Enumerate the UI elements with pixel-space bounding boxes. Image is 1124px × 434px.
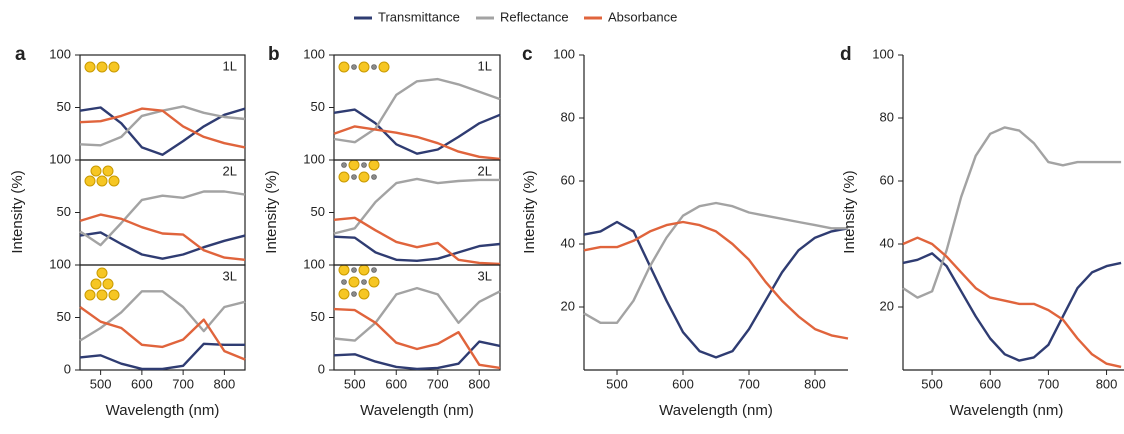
spectrum-line (583, 220, 849, 359)
y-tick-label: 100 (49, 256, 71, 271)
layer-label: 1L (478, 58, 492, 73)
spectrum-line (902, 236, 1122, 369)
spectrum-line (79, 105, 246, 147)
spectrum-line (333, 286, 501, 342)
spectrum-line (333, 177, 500, 235)
legend-label: Absorbance (608, 9, 677, 24)
x-tick-label: 600 (385, 376, 407, 391)
spectrum-line (79, 213, 246, 261)
y-axis-title: Intensity (%) (841, 170, 858, 253)
spectrum-line (79, 231, 246, 260)
layer-label: 1L (223, 58, 237, 73)
spectrum-line (333, 235, 501, 262)
y-tick-label: 50 (311, 99, 325, 114)
x-tick-label: 500 (606, 376, 628, 391)
y-tick-label: 60 (561, 172, 575, 187)
x-axis-title: Wavelength (nm) (360, 402, 474, 419)
spectrum-line (583, 220, 849, 340)
layer-label: 3L (478, 268, 492, 283)
legend-label: Reflectance (500, 9, 569, 24)
x-tick-label: 700 (738, 376, 760, 391)
panel-letter: b (268, 44, 280, 65)
x-tick-label: 800 (1096, 376, 1118, 391)
y-tick-label: 50 (57, 309, 71, 324)
spectrum-line (79, 306, 246, 361)
y-axis-title: Intensity (%) (521, 170, 538, 253)
x-tick-label: 500 (90, 376, 112, 391)
y-tick-label: 40 (880, 235, 894, 250)
y-tick-label: 100 (303, 256, 325, 271)
y-tick-label: 100 (872, 46, 894, 61)
spectrum-line (79, 107, 246, 149)
x-tick-label: 500 (921, 376, 943, 391)
y-tick-label: 50 (57, 204, 71, 219)
x-axis-title: Wavelength (nm) (950, 402, 1064, 419)
panel-letter: c (522, 44, 533, 65)
y-tick-label: 0 (64, 361, 71, 376)
x-tick-label: 600 (979, 376, 1001, 391)
y-tick-label: 20 (561, 298, 575, 313)
panel-letter: a (15, 44, 26, 65)
x-tick-label: 700 (427, 376, 449, 391)
y-tick-label: 0 (318, 361, 325, 376)
spectrum-line (583, 201, 848, 324)
spectrum-line (79, 342, 245, 371)
y-tick-label: 50 (57, 99, 71, 114)
x-tick-label: 800 (214, 376, 236, 391)
spectrum-line (902, 252, 1122, 362)
y-axis-title: Intensity (%) (263, 170, 280, 253)
y-tick-label: 20 (880, 298, 894, 313)
spectrum-line (79, 190, 246, 247)
layer-label: 2L (478, 163, 492, 178)
y-tick-label: 60 (880, 172, 894, 187)
spectrum-line (333, 307, 501, 370)
x-tick-label: 700 (172, 376, 194, 391)
y-tick-label: 50 (311, 309, 325, 324)
y-tick-label: 80 (880, 109, 894, 124)
y-tick-label: 100 (49, 46, 71, 61)
y-tick-label: 40 (561, 235, 575, 250)
spectrum-line (333, 77, 501, 144)
layer-label: 3L (223, 268, 237, 283)
spectrum-line (333, 340, 501, 371)
spectrum-line (79, 106, 246, 157)
x-tick-label: 500 (344, 376, 366, 391)
y-tick-label: 80 (561, 109, 575, 124)
plot-frame (333, 54, 501, 161)
crystal-icons (84, 61, 390, 301)
panel-letter: d (840, 44, 852, 65)
y-tick-label: 100 (303, 46, 325, 61)
x-tick-label: 800 (468, 376, 490, 391)
y-tick-label: 100 (49, 151, 71, 166)
spectrum-line (333, 108, 501, 155)
x-axis-title: Wavelength (nm) (106, 402, 220, 419)
x-tick-label: 800 (804, 376, 826, 391)
y-tick-label: 100 (553, 46, 575, 61)
x-tick-label: 700 (1038, 376, 1060, 391)
y-tick-label: 50 (311, 204, 325, 219)
y-tick-label: 100 (303, 151, 325, 166)
legend-label: Transmittance (378, 9, 460, 24)
layer-label: 2L (223, 163, 237, 178)
plot-frame (79, 159, 246, 266)
x-axis-title: Wavelength (nm) (659, 402, 773, 419)
spectrum-line (902, 126, 1122, 299)
y-axis-title: Intensity (%) (9, 170, 26, 253)
x-tick-label: 600 (131, 376, 153, 391)
x-tick-label: 600 (672, 376, 694, 391)
spectrum-line (333, 125, 501, 161)
spectrum-line (333, 216, 501, 266)
